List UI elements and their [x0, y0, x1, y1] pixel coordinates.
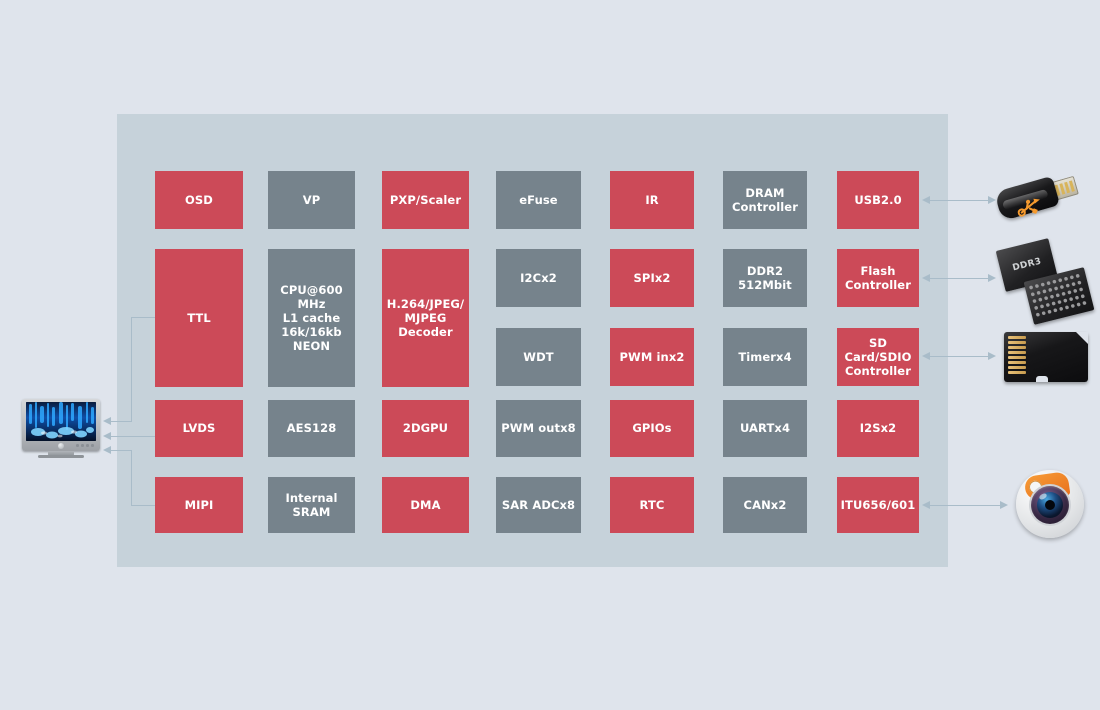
connector-ttl-arrowhead: [103, 417, 111, 425]
block-gpios[interactable]: GPIOs: [610, 400, 694, 457]
connector-mipi-v: [131, 450, 132, 506]
ddr3-chip-bga: [1023, 267, 1095, 325]
block-ir[interactable]: IR: [610, 171, 694, 229]
connector-mipi-h1: [131, 505, 155, 506]
usb-flash-drive-icon: [992, 162, 1088, 239]
connector-lvds-h: [111, 436, 155, 437]
block-spix2[interactable]: SPIx2: [610, 249, 694, 307]
connector-mipi-h2: [111, 450, 132, 451]
block-ddr2-512mbit[interactable]: DDR2 512Mbit: [723, 249, 807, 307]
microsd-pad: [1008, 336, 1026, 339]
microsd-pad: [1008, 351, 1026, 354]
connector-ttl-h2: [111, 421, 132, 422]
block-flash-controller[interactable]: Flash Controller: [837, 249, 919, 307]
block-ttl[interactable]: TTL: [155, 249, 243, 387]
ddr3-memory-chip-icon: DDR3: [995, 238, 1095, 325]
block-decoder[interactable]: H.264/JPEG/ MJPEG Decoder: [382, 249, 469, 387]
connector-itu-arrowhead-right: [1000, 501, 1008, 509]
microsd-bottom-notch: [1036, 376, 1048, 382]
usb-body: [994, 175, 1061, 222]
monitor-stand-neck: [48, 451, 74, 456]
block-pxp-scaler[interactable]: PXP/Scaler: [382, 171, 469, 229]
connector-itu-line: [930, 505, 1000, 506]
connector-usb-arrowhead-right: [988, 196, 996, 204]
usb-pin: [1068, 180, 1075, 192]
monitor-screen-image: [26, 402, 96, 441]
connector-usb-line: [930, 200, 988, 201]
block-internal-sram[interactable]: Internal SRAM: [268, 477, 355, 533]
connector-ttl-v: [131, 317, 132, 422]
webcam-camera-icon: [1016, 470, 1084, 538]
block-2dgpu[interactable]: 2DGPU: [382, 400, 469, 457]
connector-flash-arrowhead-left: [922, 274, 930, 282]
monitor-screen: [26, 402, 96, 441]
block-mipi[interactable]: MIPI: [155, 477, 243, 533]
connector-flash-arrowhead-right: [988, 274, 996, 282]
block-lvds[interactable]: LVDS: [155, 400, 243, 457]
connector-usb-arrowhead-left: [922, 196, 930, 204]
connector-itu-arrowhead-left: [922, 501, 930, 509]
block-itu656-601[interactable]: ITU656/601: [837, 477, 919, 533]
connector-sd-arrowhead-right: [988, 352, 996, 360]
block-i2cx2[interactable]: I2Cx2: [496, 249, 581, 307]
ddr3-bga-balls: [1029, 274, 1087, 317]
block-wdt[interactable]: WDT: [496, 328, 581, 386]
block-aes128[interactable]: AES128: [268, 400, 355, 457]
block-osd[interactable]: OSD: [155, 171, 243, 229]
block-canx2[interactable]: CANx2: [723, 477, 807, 533]
connector-sd-arrowhead-left: [922, 352, 930, 360]
microsd-card-icon: [1004, 332, 1088, 382]
monitor-icon: [22, 399, 100, 459]
connector-mipi-arrowhead: [103, 446, 111, 454]
block-dram-controller[interactable]: DRAM Controller: [723, 171, 807, 229]
block-cpu[interactable]: CPU@600 MHz L1 cache 16k/16kb NEON: [268, 249, 355, 387]
block-efuse[interactable]: eFuse: [496, 171, 581, 229]
block-uartx4[interactable]: UARTx4: [723, 400, 807, 457]
block-i2sx2[interactable]: I2Sx2: [837, 400, 919, 457]
block-rtc[interactable]: RTC: [610, 477, 694, 533]
block-dma[interactable]: DMA: [382, 477, 469, 533]
block-pwm-outx8[interactable]: PWM outx8: [496, 400, 581, 457]
connector-lvds-arrowhead: [103, 432, 111, 440]
microsd-pad: [1008, 371, 1026, 374]
microsd-contact-pads: [1008, 336, 1026, 374]
connector-flash-line: [930, 278, 988, 279]
connector-ttl-h1: [131, 317, 155, 318]
camera-lens-pupil: [1045, 500, 1055, 510]
block-usb20[interactable]: USB2.0: [837, 171, 919, 229]
connector-sd-line: [930, 356, 988, 357]
block-vp[interactable]: VP: [268, 171, 355, 229]
monitor-button-1: [76, 444, 79, 447]
microsd-pad: [1008, 366, 1026, 369]
usb-trident-logo-icon: [1017, 198, 1040, 217]
microsd-pad: [1008, 361, 1026, 364]
block-pwm-inx2[interactable]: PWM inx2: [610, 328, 694, 386]
monitor-button-2: [81, 444, 84, 447]
block-timerx4[interactable]: Timerx4: [723, 328, 807, 386]
monitor-button-4: [91, 444, 94, 447]
monitor-power-logo: [58, 442, 64, 449]
block-sar-adcx8[interactable]: SAR ADCx8: [496, 477, 581, 533]
block-sd-sdio-controller[interactable]: SD Card/SDIO Controller: [837, 328, 919, 386]
monitor-stand-base: [38, 455, 84, 458]
microsd-pad: [1008, 341, 1026, 344]
monitor-button-3: [86, 444, 89, 447]
microsd-pad: [1008, 356, 1026, 359]
microsd-pad: [1008, 346, 1026, 349]
